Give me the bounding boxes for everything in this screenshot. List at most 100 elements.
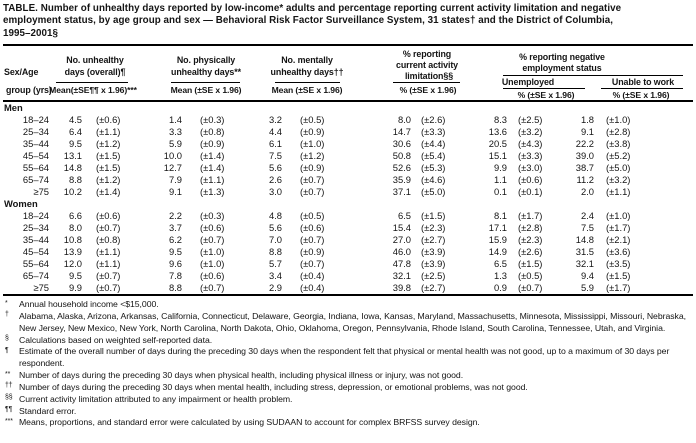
value-cell: 35.9 xyxy=(392,174,411,185)
value-cell: 9.5 xyxy=(168,246,182,257)
footnote-marker: ¶¶ xyxy=(5,406,13,414)
header-limitation-sub: % (±SE x 1.96) xyxy=(399,85,457,95)
table-row: 25–34 6.4 (±1.1) 3.3 (±0.8) 4.4 (±0.9) 14.7 (±3.… xyxy=(3,126,693,138)
se-cell: (±0.9) xyxy=(300,246,325,257)
se-cell: (±0.7) xyxy=(96,270,121,281)
footnote-marker: ** xyxy=(5,370,11,378)
value-cell: 6.4 xyxy=(68,126,82,137)
value-cell: 20.5 xyxy=(488,138,507,149)
header-mental-line2: unhealthy days†† xyxy=(270,67,344,77)
header-employment-line2: employment status xyxy=(522,63,602,73)
footnote-marker: † xyxy=(5,311,9,319)
value-cell: 8.1 xyxy=(493,210,507,221)
value-cell: 11.2 xyxy=(576,174,594,185)
value-cell: 15.4 xyxy=(392,222,411,233)
footnote-text: Means, proportions, and standard error w… xyxy=(19,417,480,428)
value-cell: 6.5 xyxy=(493,258,507,269)
header-sex-age-line1: Sex/Age xyxy=(4,67,39,77)
value-cell: 4.8 xyxy=(268,210,282,221)
value-cell: 15.9 xyxy=(488,234,507,245)
se-cell: (±1.7) xyxy=(606,282,631,293)
value-cell: 32.1 xyxy=(392,270,411,281)
value-cell: 4.4 xyxy=(268,126,282,137)
table-row: 65–74 8.8 (±1.2) 7.9 (±1.1) 2.6 (±0.7) 35.9 (±4.… xyxy=(3,174,693,186)
value-cell: 14.9 xyxy=(488,246,507,257)
se-cell: (±1.5) xyxy=(421,210,446,221)
value-cell: 6.1 xyxy=(268,138,282,149)
value-cell: 27.0 xyxy=(392,234,411,245)
header-physical-line1: No. physically xyxy=(176,55,236,65)
header-sex-age-line2: group (yrs) xyxy=(6,85,52,95)
se-cell: (±0.9) xyxy=(300,126,325,137)
age-group-cell: 55–64 xyxy=(22,162,49,173)
se-cell: (±0.1) xyxy=(518,186,543,197)
age-group-cell: 35–44 xyxy=(22,234,49,245)
se-cell: (±5.0) xyxy=(606,162,631,173)
value-cell: 10.8 xyxy=(63,234,82,245)
age-group-cell: 45–54 xyxy=(22,246,49,257)
value-cell: 9.9 xyxy=(68,282,82,293)
se-cell: (±0.6) xyxy=(200,222,225,233)
header-limitation-line3: limitation§§ xyxy=(404,71,454,81)
se-cell: (±0.7) xyxy=(300,234,325,245)
title-line-1: TABLE. Number of unhealthy days reported… xyxy=(3,3,622,14)
footnote-marker: ¶ xyxy=(5,346,9,354)
value-cell: 1.4 xyxy=(168,114,182,125)
value-cell: 30.6 xyxy=(392,138,411,149)
se-cell: (±2.1) xyxy=(606,234,631,245)
se-cell: (±1.3) xyxy=(200,186,225,197)
se-cell: (±5.3) xyxy=(421,162,446,173)
value-cell: 6.2 xyxy=(168,234,182,245)
se-cell: (±0.6) xyxy=(518,174,543,185)
se-cell: (±0.7) xyxy=(96,222,121,233)
value-cell: 38.7 xyxy=(575,162,594,173)
value-cell: 0.1 xyxy=(493,186,507,197)
se-cell: (±1.1) xyxy=(200,174,225,185)
value-cell: 9.1 xyxy=(580,126,594,137)
value-cell: 52.6 xyxy=(392,162,411,173)
table-row: 45–54 13.9 (±1.1) 9.5 (±1.0) 8.8 (±0.9) 46.0 (±3… xyxy=(3,246,693,258)
value-cell: 8.8 xyxy=(168,282,182,293)
se-cell: (±0.8) xyxy=(96,234,121,245)
table-row: 35–44 9.5 (±1.2) 5.9 (±0.9) 6.1 (±1.0) 30.6 (±4.… xyxy=(3,138,693,150)
value-cell: 13.6 xyxy=(488,126,507,137)
se-cell: (±0.7) xyxy=(200,234,225,245)
se-cell: (±0.3) xyxy=(200,114,225,125)
se-cell: (±3.6) xyxy=(606,246,631,257)
se-cell: (±0.5) xyxy=(518,270,543,281)
se-cell: (±1.4) xyxy=(96,186,121,197)
age-group-cell: 18–24 xyxy=(22,210,49,221)
se-cell: (±3.0) xyxy=(518,162,543,173)
value-cell: 8.0 xyxy=(397,114,411,125)
se-cell: (±1.0) xyxy=(300,138,325,149)
table-title: TABLE. Number of unhealthy days reported… xyxy=(3,3,695,40)
header-unemployed-label: Unemployed xyxy=(501,77,555,87)
value-cell: 3.2 xyxy=(268,114,282,125)
value-cell: 12.0 xyxy=(63,258,82,269)
se-cell: (±2.6) xyxy=(421,114,446,125)
se-cell: (±3.2) xyxy=(518,126,543,137)
se-cell: (±0.6) xyxy=(96,210,121,221)
footnote-text: Number of days during the preceding 30 d… xyxy=(19,370,464,381)
footnote: * Annual household income <$15,000. xyxy=(3,299,695,311)
se-cell: (±5.2) xyxy=(606,150,631,161)
value-cell: 3.7 xyxy=(168,222,182,233)
se-cell: (±5.0) xyxy=(421,186,446,197)
table-row: 35–44 10.8 (±0.8) 6.2 (±0.7) 7.0 (±0.7) 27.0 (±2… xyxy=(3,234,693,246)
value-cell: 8.8 xyxy=(68,174,82,185)
value-cell: 17.1 xyxy=(488,222,507,233)
age-group-cell: 35–44 xyxy=(22,138,49,149)
se-cell: (±1.1) xyxy=(96,246,121,257)
se-cell: (±1.4) xyxy=(200,162,225,173)
value-cell: 10.2 xyxy=(63,186,82,197)
value-cell: 3.4 xyxy=(268,270,282,281)
se-cell: (±2.5) xyxy=(421,270,446,281)
footnote: ¶ Estimate of the overall number of days … xyxy=(3,346,695,370)
value-cell: 9.9 xyxy=(493,162,507,173)
se-cell: (±0.4) xyxy=(300,270,325,281)
table-top-rule xyxy=(3,44,693,46)
value-cell: 7.5 xyxy=(580,222,594,233)
footnote-marker: §§ xyxy=(5,394,13,402)
se-cell: (±2.7) xyxy=(421,234,446,245)
value-cell: 7.8 xyxy=(168,270,182,281)
